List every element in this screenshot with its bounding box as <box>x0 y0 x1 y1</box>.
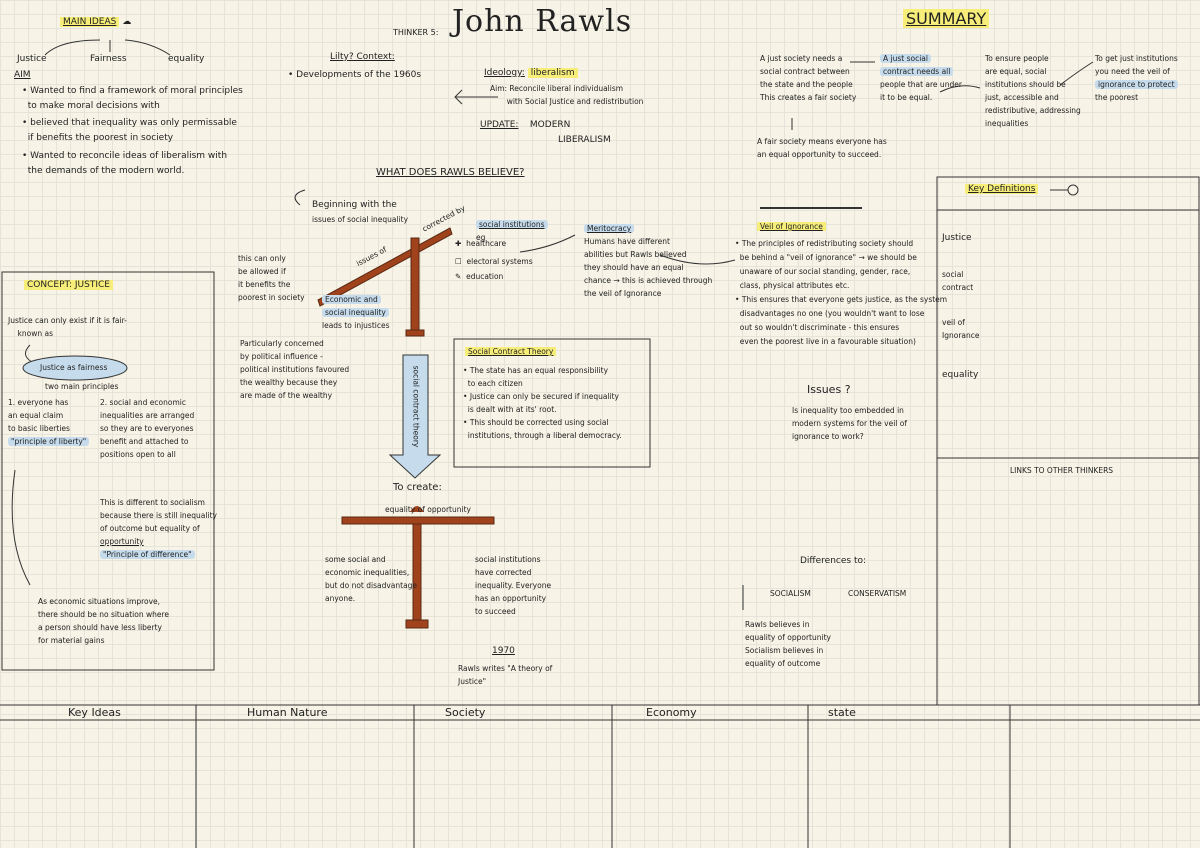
footer-key-ideas: Key Ideas <box>68 706 121 719</box>
social-contract-box <box>453 338 651 468</box>
summary-col1: A just society needs a social contract be… <box>760 54 857 102</box>
conservatism-label: CONSERVATISM <box>848 589 907 598</box>
ballot-icon: ☐ <box>455 257 462 266</box>
socialism-note: This is different to socialism because th… <box>100 498 217 559</box>
def-equality: equality <box>942 370 979 380</box>
issues-text: Is inequality too embedded in modern syst… <box>792 406 907 441</box>
ideology-line: Ideology: liberalism <box>484 66 578 81</box>
summary-col1b: A fair society means everyone has an equa… <box>757 137 887 159</box>
create-beam-label: equality of opportunity <box>385 505 471 514</box>
beliefs-heading: WHAT DOES RAWLS BELIEVE? <box>376 167 525 178</box>
left-note: this can only be allowed if it benefits th… <box>238 254 305 302</box>
concept-box <box>1 271 215 671</box>
footer-state: state <box>828 706 856 719</box>
pencil-icon: ✎ <box>455 272 462 281</box>
scale-pole-top <box>410 237 420 331</box>
def-social-contract: social contract <box>942 270 974 292</box>
thinker-label: THINKER 5: <box>393 28 439 37</box>
social-contract-items: • The state has an equal responsibility … <box>463 366 622 440</box>
create-left-note: some social and economic inequalities, but… <box>325 555 418 603</box>
branch-justice: Justice <box>17 54 47 64</box>
two-main: two main principles <box>45 382 119 391</box>
principle-2: 2. social and economic inequalities are a… <box>100 398 195 459</box>
beginning-note: Beginning with the issues of social inequ… <box>312 200 409 224</box>
pole-label: social contract theory <box>411 365 421 448</box>
question-icon: ? <box>844 383 851 396</box>
principle-1: 1. everyone has an equal claim to basic li… <box>8 396 90 448</box>
definitions-box <box>936 176 1200 706</box>
veil-heading: Veil of Ignorance <box>757 222 826 231</box>
summary-heading: SUMMARY <box>903 9 990 28</box>
institution-healthcare: ✚ healthcare <box>455 239 507 248</box>
page-title: John Rawls <box>452 4 633 39</box>
institution-education: ✎ education <box>455 272 504 281</box>
branch-equality: equality <box>168 54 205 64</box>
cloud-icon: ☁ <box>122 17 132 27</box>
social-contract-heading: Social Contract Theory <box>465 347 557 356</box>
veil-text: • The principles of redistributing socie… <box>735 239 948 346</box>
concept-heading: CONCEPT: JUSTICE <box>24 280 113 290</box>
summary-col2: A just social contract needs all people th… <box>880 54 962 102</box>
footer-society: Society <box>445 706 486 719</box>
differences-text: Rawls believes in equality of opportunity… <box>745 620 831 668</box>
create-right-note: social institutions have corrected inequal… <box>475 555 552 616</box>
concept-intro: Justice can only exist if it is fair- kn… <box>8 316 127 338</box>
book-note: Rawls writes "A theory of Justice" <box>458 664 553 686</box>
political-note: Particularly concerned by political influ… <box>240 339 350 400</box>
econ-tag: Economic and social inequality leads to in… <box>322 295 390 330</box>
cross-icon: ✚ <box>455 239 462 248</box>
context-item: • Developments of the 1960s <box>288 70 422 80</box>
context-heading: Lilty? Context: <box>330 52 395 62</box>
branch-fairness: Fairness <box>90 54 127 64</box>
summary-col3: To ensure people are equal, social institu… <box>985 54 1081 128</box>
differences-heading: Differences to: <box>800 556 867 566</box>
institutions-block: social institutions eg <box>476 218 548 244</box>
footer-human-nature: Human Nature <box>247 706 328 719</box>
footer-economy: Economy <box>646 706 697 719</box>
meritocracy-block: Meritocracy Humans have different abilitie… <box>584 224 713 298</box>
main-ideas-heading: MAIN IDEAS <box>60 17 120 27</box>
year-1970: 1970 <box>492 646 515 656</box>
cloud-shape <box>22 355 128 381</box>
socialism-label: SOCIALISM <box>770 589 811 598</box>
scale-beam-bottom <box>341 516 495 525</box>
issues-heading: Issues ? <box>807 383 851 396</box>
aim-label: AIM <box>14 70 31 80</box>
context-aim: Aim: Reconcile liberal individualism wit… <box>490 84 644 106</box>
links-heading: LINKS TO OTHER THINKERS <box>1010 466 1114 475</box>
definitions-heading: Key Definitions <box>965 184 1039 194</box>
summary-col4: To get just institutions you need the vei… <box>1095 54 1178 102</box>
update-line: UPDATE: MODERN LIBERALISM <box>480 120 611 145</box>
def-veil: veil of Ignorance <box>942 318 980 340</box>
def-justice: Justice <box>942 233 972 243</box>
social-contract-arrow <box>388 354 442 479</box>
institution-electoral: ☐ electoral systems <box>455 257 533 266</box>
economic-note: As economic situations improve, there sho… <box>38 597 170 645</box>
to-create: To create: <box>393 482 442 493</box>
cloud-text: Justice as fairness <box>40 363 108 372</box>
